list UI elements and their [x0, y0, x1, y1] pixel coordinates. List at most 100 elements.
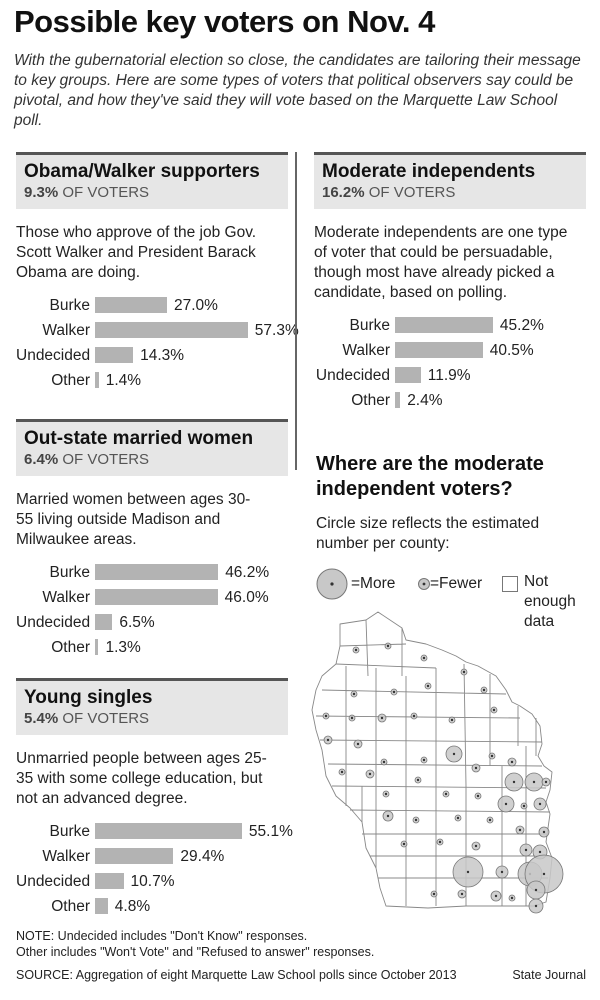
- bar-value-label: 1.4%: [105, 372, 142, 389]
- legend-fewer-label: =Fewer: [430, 575, 483, 592]
- wisconsin-county-map: [311, 611, 564, 914]
- map-subhead: Circle size reflects the estimated numbe…: [316, 515, 540, 552]
- bar-row: Other 1.4%: [16, 368, 288, 393]
- group-name: Moderate independents: [322, 161, 536, 182]
- bar-value-label: 45.2%: [499, 317, 544, 334]
- county-center-dot: [544, 780, 548, 784]
- county-center-dot: [504, 802, 508, 806]
- bar-category-label: Walker: [42, 322, 90, 339]
- county-center-dot: [534, 904, 538, 908]
- bar-row: Walker 40.5%: [314, 338, 586, 363]
- bar-category-label: Undecided: [16, 614, 91, 631]
- group-header: Obama/Walker supporters 9.3% OF VOTERS: [16, 152, 288, 209]
- group-share-suffix: OF VOTERS: [62, 451, 150, 468]
- group-moderate-independents: Moderate independents 16.2% OF VOTERS Mo…: [314, 152, 586, 413]
- bar-row: Walker 57.3%: [16, 318, 299, 343]
- county-center-dot: [522, 804, 526, 808]
- bar-value-label: 14.3%: [140, 347, 185, 364]
- footnotes: NOTE: Undecided includes "Don't Know" re…: [16, 928, 374, 960]
- bar-value-label: 6.5%: [119, 614, 155, 631]
- county-center-dot: [512, 780, 516, 784]
- county-center-dot: [510, 760, 514, 764]
- bar-row: Undecided 14.3%: [16, 343, 288, 368]
- group-header: Out-state married women 6.4% OF VOTERS: [16, 419, 288, 476]
- county-center-dot: [326, 738, 330, 742]
- county-center-dot: [350, 716, 354, 720]
- county-center-dot: [432, 892, 436, 896]
- bar-value-label: 27.0%: [174, 297, 218, 314]
- county-center-dot: [444, 792, 448, 796]
- county-center-dot: [380, 716, 384, 720]
- group-outstate-married-women: Out-state married women 6.4% OF VOTERS M…: [16, 419, 288, 660]
- county-center-dot: [416, 778, 420, 782]
- bar-burke: [395, 317, 493, 333]
- county-center-dot: [474, 844, 478, 848]
- bar-category-label: Walker: [42, 848, 90, 865]
- bar-row: Walker 29.4%: [16, 844, 288, 869]
- county-center-dot: [450, 718, 454, 722]
- bar-value-label: 46.2%: [225, 564, 270, 581]
- bar-row: Other 1.3%: [16, 635, 288, 660]
- group-name: Obama/Walker supporters: [24, 161, 260, 182]
- bar-chart: Burke 45.2% Walker 40.5% Undecided 11.9% Other…: [314, 313, 586, 413]
- legend-more-circle: [316, 568, 348, 600]
- county-center-dot: [538, 802, 542, 806]
- legend-no-data-label: Not enough data: [524, 573, 576, 630]
- county-circles: [322, 642, 564, 914]
- bar-category-label: Burke: [49, 823, 91, 840]
- group-description: Unmarried people between ages 25-35 with…: [16, 750, 267, 807]
- county-center-dot: [356, 742, 360, 746]
- group-young-singles: Young singles 5.4% OF VOTERS Unmarried p…: [16, 678, 293, 919]
- page-title: Possible key voters on Nov. 4: [14, 4, 435, 39]
- county-center-dot: [386, 644, 390, 648]
- group-share-suffix: OF VOTERS: [62, 184, 150, 201]
- county-center-dot: [532, 780, 536, 784]
- group-obama-walker: Obama/Walker supporters 9.3% OF VOTERS T…: [16, 152, 299, 393]
- county-center-dot: [460, 892, 464, 896]
- state-outline: [311, 611, 553, 909]
- bar-walker: [95, 322, 248, 338]
- bar-value-label: 46.0%: [224, 589, 269, 606]
- bar-burke: [95, 823, 242, 839]
- bar-row: Burke 55.1%: [16, 819, 293, 844]
- map-legend: =More =Fewer Not enough data: [316, 568, 596, 630]
- county-center-dot: [340, 770, 344, 774]
- bar-category-label: Burke: [49, 297, 91, 314]
- bar-undecided: [95, 873, 124, 889]
- bar-walker: [95, 589, 218, 605]
- bar-value-label: 1.3%: [105, 639, 141, 656]
- county-center-dot: [352, 692, 356, 696]
- group-share: 6.4% OF VOTERS: [24, 451, 280, 469]
- county-center-dot: [492, 708, 496, 712]
- county-center-dot: [402, 842, 406, 846]
- bar-walker: [95, 848, 174, 864]
- bar-other: [95, 898, 108, 914]
- county-center-dot: [426, 684, 430, 688]
- bar-row: Burke 45.2%: [314, 313, 586, 338]
- county-center-dot: [422, 758, 426, 762]
- county-center-dot: [462, 670, 466, 674]
- county-center-dot: [534, 888, 538, 892]
- bar-other: [95, 639, 99, 655]
- bar-chart: Burke 46.2% Walker 46.0% Undecided 6.5% Other 1…: [16, 560, 288, 660]
- county-center-dot: [368, 772, 372, 776]
- group-share-suffix: OF VOTERS: [62, 710, 150, 727]
- county-center-dot: [392, 690, 396, 694]
- bar-category-label: Other: [351, 392, 390, 409]
- group-header: Moderate independents 16.2% OF VOTERS: [314, 152, 586, 209]
- bar-other: [95, 372, 99, 388]
- county-center-dot: [422, 656, 426, 660]
- bar-category-label: Walker: [342, 342, 390, 359]
- group-share-value: 16.2%: [322, 184, 365, 201]
- bar-row: Other 2.4%: [314, 388, 586, 413]
- bar-category-label: Other: [51, 898, 90, 915]
- intro-text: With the gubernatorial election so close…: [14, 52, 581, 129]
- group-share: 16.2% OF VOTERS: [322, 184, 578, 202]
- bar-undecided: [395, 367, 421, 383]
- bar-row: Undecided 10.7%: [16, 869, 288, 894]
- group-name: Out-state married women: [24, 428, 254, 449]
- group-share-value: 5.4%: [24, 710, 59, 727]
- bar-row: Other 4.8%: [16, 894, 288, 919]
- bar-value-label: 57.3%: [254, 322, 299, 339]
- legend-fewer-circle: [418, 578, 430, 590]
